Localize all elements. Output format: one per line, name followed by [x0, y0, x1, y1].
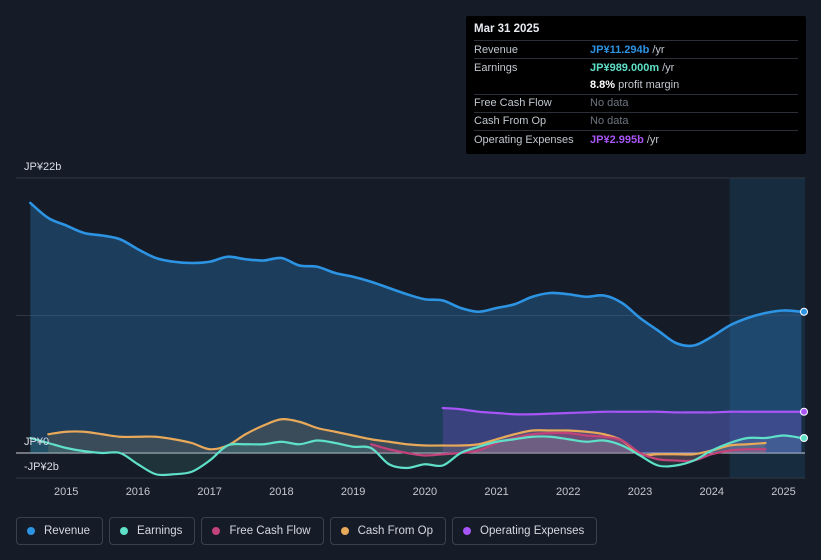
- legend-dot-icon: [120, 527, 129, 535]
- legend-dot-icon: [340, 527, 349, 535]
- x-axis-ticks: 2015 2016 2017 2018 2019 2020 2021 2022 2023 2024…: [54, 486, 796, 498]
- tooltip-row-margin: 8.8% profit margin: [474, 76, 798, 93]
- tooltip-value: JP¥989.000m: [590, 61, 660, 74]
- series-lines: [29, 201, 803, 477]
- legend-dot-icon: [463, 527, 472, 535]
- x-tick-label: 2020: [413, 486, 437, 498]
- x-tick-label: 2018: [269, 486, 293, 498]
- legend-label: Operating Expenses: [480, 525, 585, 537]
- y-axis-label-bottom: -JP¥2b: [24, 461, 59, 473]
- x-tick-label: 2024: [700, 486, 724, 498]
- tooltip-label: Cash From Op: [474, 115, 547, 128]
- x-tick-label: 2015: [54, 486, 78, 498]
- tooltip-value: 8.8%: [590, 78, 616, 91]
- tooltip-unit: /yr: [662, 61, 675, 74]
- x-tick-label: 2021: [484, 486, 508, 498]
- line-operating-expenses: [441, 406, 803, 416]
- tooltip-unit: profit margin: [618, 78, 680, 91]
- line-earnings: [29, 434, 803, 477]
- legend: Revenue Earnings Free Cash Flow Cash Fro…: [16, 517, 598, 547]
- tooltip-label: Revenue: [474, 43, 519, 56]
- x-tick-label: 2023: [628, 486, 652, 498]
- x-tick-label: 2025: [771, 486, 795, 498]
- tooltip-label: Earnings: [474, 61, 518, 74]
- tooltip-unit: /yr: [646, 133, 660, 146]
- x-tick-label: 2016: [126, 486, 150, 498]
- tooltip-unit: /yr: [652, 43, 665, 56]
- series-areas: [30, 203, 802, 476]
- legend-dot-icon: [27, 527, 35, 535]
- highlight-band: [729, 178, 805, 478]
- series-endpoints: [800, 307, 808, 442]
- endpoint-revenue: [800, 307, 808, 316]
- tooltip-nodata: No data: [590, 115, 629, 128]
- tooltip-nodata: No data: [590, 97, 629, 110]
- y-axis-label-top: JP¥22b: [24, 161, 61, 173]
- area-revenue: [30, 203, 802, 453]
- tooltip-row-fcf: Free Cash Flow No data: [474, 93, 798, 112]
- legend-item-revenue[interactable]: Revenue: [16, 517, 104, 545]
- tooltip-date: Mar 31 2025: [474, 23, 540, 35]
- legend-label: Earnings: [137, 525, 183, 537]
- area-operating-expenses: [442, 408, 802, 453]
- tooltip-label: Operating Expenses: [474, 133, 574, 146]
- tooltip-row-earnings: Earnings JP¥989.000m /yr: [474, 58, 798, 76]
- x-tick-label: 2019: [341, 486, 365, 498]
- tooltip-label: Free Cash Flow: [474, 97, 552, 110]
- legend-label: Cash From Op: [357, 525, 434, 537]
- x-tick-label: 2017: [197, 486, 221, 498]
- tooltip-value: JP¥2.995b: [590, 133, 644, 146]
- legend-item-operating-expenses[interactable]: Operating Expenses: [452, 517, 598, 545]
- tooltip-row-cfo: Cash From Op No data: [474, 111, 798, 130]
- tooltip-panel: Mar 31 2025 Revenue JP¥11.294b /yr Earni…: [466, 16, 806, 154]
- legend-item-free-cash-flow[interactable]: Free Cash Flow: [201, 517, 324, 545]
- legend-label: Revenue: [44, 525, 91, 537]
- tooltip-value: JP¥11.294b: [590, 43, 650, 56]
- legend-item-cash-from-op[interactable]: Cash From Op: [329, 517, 447, 545]
- legend-dot-icon: [212, 527, 221, 535]
- endpoint-operating-expenses: [800, 407, 808, 416]
- tooltip-row-opex: Operating Expenses JP¥2.995b /yr: [474, 129, 798, 148]
- legend-label: Free Cash Flow: [229, 525, 311, 537]
- line-revenue: [29, 201, 803, 348]
- x-tick-label: 2022: [556, 486, 580, 498]
- legend-item-earnings[interactable]: Earnings: [109, 517, 196, 545]
- y-axis-label-zero: JP¥0: [24, 436, 49, 448]
- endpoint-earnings: [800, 434, 808, 442]
- tooltip-row-revenue: Revenue JP¥11.294b /yr: [474, 40, 798, 58]
